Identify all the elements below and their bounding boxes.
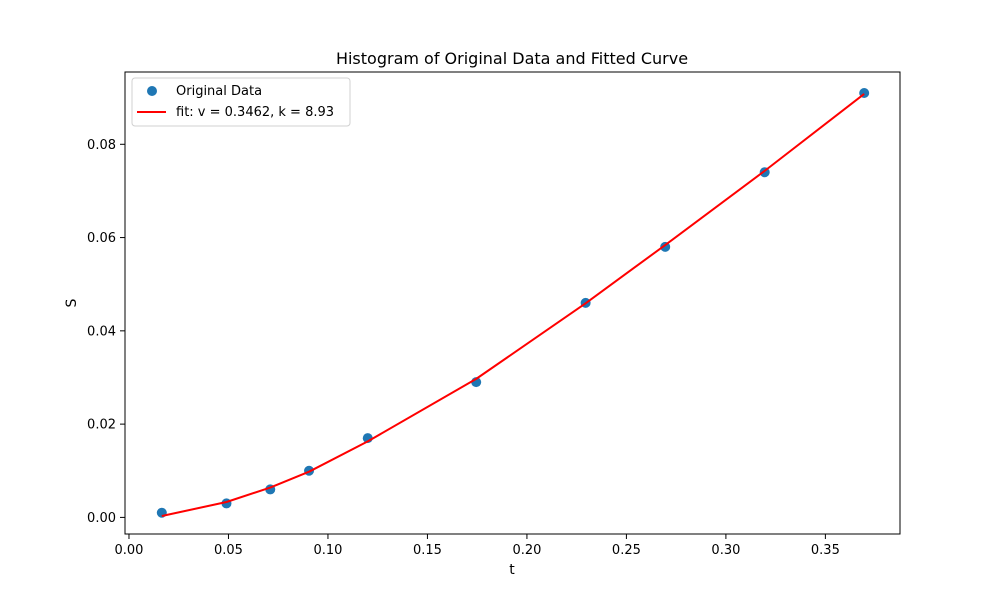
y-axis-ticks: 0.00 0.02 0.04 0.06 0.08 (87, 138, 125, 526)
y-axis-label: S (64, 298, 80, 307)
x-axis-ticks: 0.00 0.05 0.10 0.15 0.20 0.25 0.30 0.35 (115, 534, 840, 558)
chart-title: Histogram of Original Data and Fitted Cu… (336, 49, 688, 68)
x-tick-label: 0.15 (413, 543, 442, 558)
x-tick-label: 0.25 (612, 543, 641, 558)
plot-area (156, 87, 870, 518)
y-tick-label: 0.04 (87, 324, 116, 339)
y-tick-label: 0.08 (87, 138, 116, 153)
x-tick-label: 0.35 (811, 543, 840, 558)
legend-marker-original-data (147, 86, 157, 96)
legend-label-fit: fit: v = 0.3462, k = 8.93 (176, 105, 334, 120)
legend: Original Data fit: v = 0.3462, k = 8.93 (131, 77, 351, 127)
y-tick-label: 0.06 (87, 231, 116, 246)
x-tick-label: 0.05 (214, 543, 243, 558)
x-tick-label: 0.30 (711, 543, 740, 558)
fit-curve-line (161, 93, 865, 517)
x-tick-label: 0.00 (115, 543, 144, 558)
y-tick-label: 0.02 (87, 418, 116, 433)
y-tick-label: 0.00 (87, 511, 116, 526)
axes-frame (124, 71, 901, 535)
x-tick-label: 0.10 (313, 543, 342, 558)
x-axis-label: t (509, 562, 515, 578)
legend-label-original-data: Original Data (176, 84, 262, 99)
legend-box (131, 77, 351, 127)
x-tick-label: 0.20 (512, 543, 541, 558)
